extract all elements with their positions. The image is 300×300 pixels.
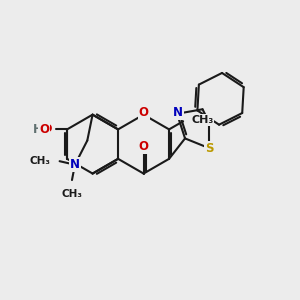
Text: N: N [172, 106, 183, 119]
Text: H: H [33, 123, 43, 136]
Text: O: O [139, 140, 148, 153]
Text: S: S [205, 142, 213, 154]
Text: ·O: ·O [34, 124, 48, 134]
Text: H: H [38, 124, 47, 134]
Text: CH₃: CH₃ [191, 115, 214, 125]
Text: O: O [139, 106, 148, 119]
Text: H: H [42, 124, 51, 134]
Text: O: O [39, 123, 50, 136]
Text: CH₃: CH₃ [61, 190, 82, 200]
Text: O: O [43, 124, 52, 134]
Text: CH₃: CH₃ [29, 156, 50, 166]
Text: N: N [70, 158, 80, 171]
